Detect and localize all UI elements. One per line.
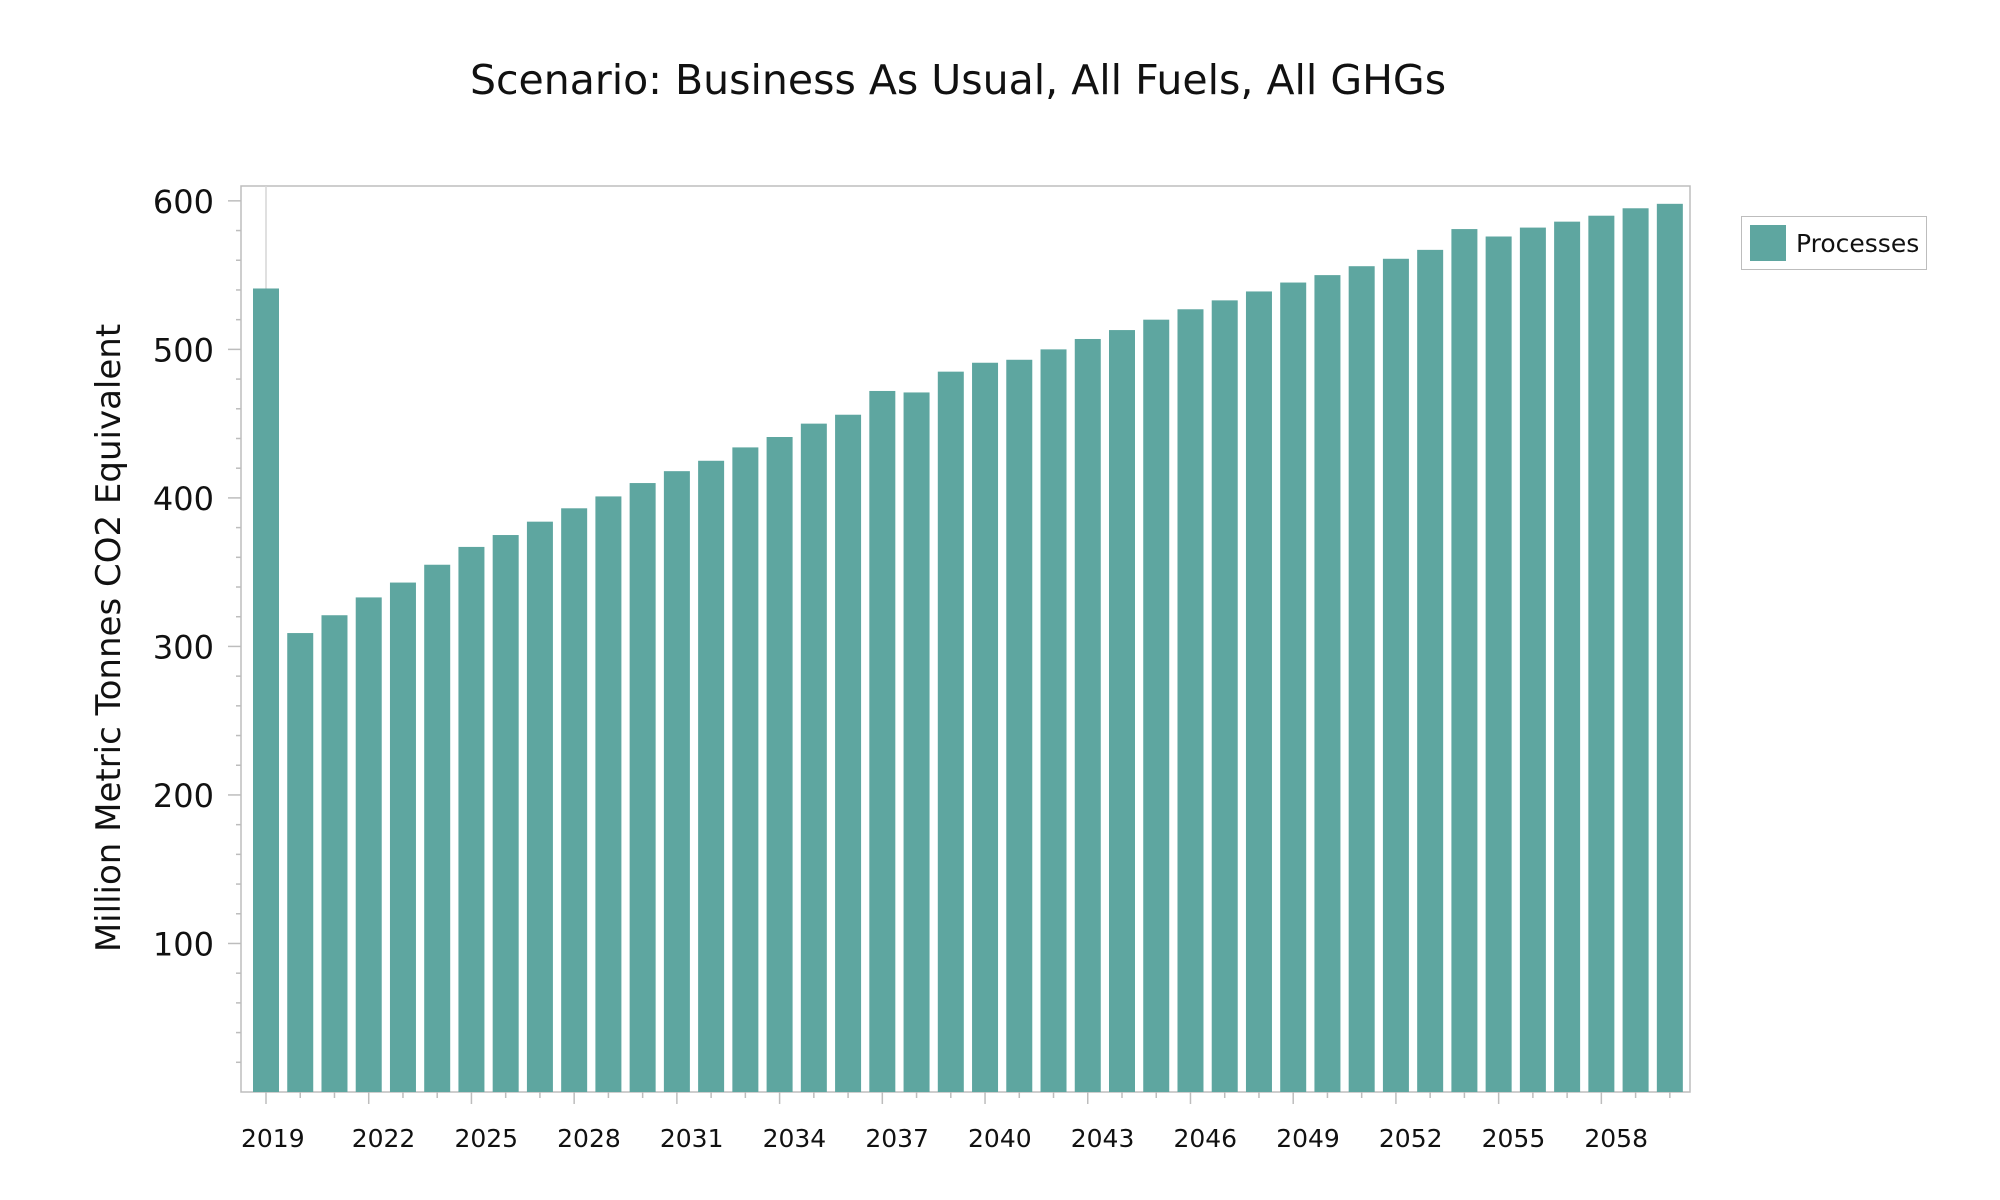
bar-2051 bbox=[1348, 266, 1375, 1093]
bar-2037 bbox=[869, 390, 896, 1092]
x-tick-label: 2037 bbox=[865, 1124, 929, 1153]
y-tick-label: 500 bbox=[153, 331, 214, 369]
x-tick-label: 2049 bbox=[1276, 1124, 1340, 1153]
bar-2038 bbox=[903, 392, 930, 1092]
plot-frame bbox=[240, 185, 1691, 1093]
y-tick-label: 200 bbox=[153, 777, 214, 815]
bar-2020 bbox=[287, 633, 314, 1092]
y-axis: 100 200 300 400 500 600 bbox=[153, 183, 241, 1064]
x-tick-label: 2055 bbox=[1482, 1124, 1546, 1153]
y-tick-label: 100 bbox=[153, 925, 214, 963]
bar-2023 bbox=[389, 582, 416, 1092]
bar-2036 bbox=[835, 414, 862, 1092]
bar-2026 bbox=[492, 535, 519, 1092]
legend-swatch bbox=[1750, 225, 1786, 261]
bar-2059 bbox=[1622, 208, 1649, 1092]
y-tick-label: 300 bbox=[153, 628, 214, 666]
bar-2019 bbox=[253, 288, 279, 1093]
bar-2054 bbox=[1451, 229, 1478, 1092]
y-axis-label: Million Metric Tonnes CO2 Equivalent bbox=[89, 324, 129, 952]
legend-label: Processes bbox=[1796, 228, 1920, 258]
bar-2055 bbox=[1485, 236, 1512, 1093]
y-tick-label: 400 bbox=[153, 480, 214, 518]
bar-2031 bbox=[663, 471, 690, 1092]
bar-2042 bbox=[1040, 349, 1067, 1092]
bar-2057 bbox=[1554, 221, 1581, 1093]
bar-2060 bbox=[1656, 203, 1683, 1093]
bar-2035 bbox=[800, 423, 827, 1092]
bar-2052 bbox=[1382, 258, 1409, 1092]
x-tick-label: 2034 bbox=[763, 1124, 827, 1153]
x-axis: 2019 2022 2025 2028 2031 2034 2037 2040 2043 2046… bbox=[241, 1092, 1671, 1153]
x-tick-label: 2040 bbox=[968, 1124, 1032, 1153]
bar-2047 bbox=[1211, 300, 1238, 1093]
bar-2027 bbox=[526, 521, 553, 1092]
bar-2049 bbox=[1280, 282, 1307, 1092]
bar-2041 bbox=[1006, 359, 1033, 1092]
bar-2039 bbox=[937, 371, 964, 1092]
bar-2044 bbox=[1109, 330, 1135, 1092]
bar-2022 bbox=[355, 597, 382, 1092]
x-tick-label: 2046 bbox=[1173, 1124, 1237, 1153]
bar-2045 bbox=[1143, 319, 1170, 1092]
x-tick-label: 2028 bbox=[557, 1124, 621, 1153]
bar-2033 bbox=[732, 447, 759, 1092]
x-tick-label: 2025 bbox=[454, 1124, 518, 1153]
bar-2046 bbox=[1177, 309, 1204, 1093]
bar-2024 bbox=[424, 564, 451, 1092]
y-tick-label: 600 bbox=[153, 183, 214, 221]
bar-2030 bbox=[629, 483, 656, 1092]
x-tick-label: 2019 bbox=[241, 1124, 305, 1153]
bar-2043 bbox=[1074, 338, 1101, 1092]
bar-2053 bbox=[1417, 249, 1444, 1092]
bar-2034 bbox=[766, 437, 793, 1092]
x-tick-label: 2022 bbox=[352, 1124, 416, 1153]
x-tick-label: 2031 bbox=[660, 1124, 724, 1153]
bar-2029 bbox=[595, 496, 622, 1092]
bar-2050 bbox=[1314, 275, 1341, 1092]
bar-2056 bbox=[1519, 227, 1546, 1092]
x-tick-label: 2058 bbox=[1584, 1124, 1648, 1153]
bar-2028 bbox=[561, 508, 588, 1093]
x-tick-label: 2052 bbox=[1379, 1124, 1443, 1153]
chart-title: Scenario: Business As Usual, All Fuels, … bbox=[470, 56, 1446, 104]
legend: Processes bbox=[1741, 216, 1927, 270]
bar-2048 bbox=[1245, 291, 1272, 1092]
bar-2025 bbox=[458, 546, 485, 1092]
x-tick-label: 2043 bbox=[1071, 1124, 1135, 1153]
bar-2040 bbox=[972, 362, 999, 1092]
bars bbox=[253, 186, 1683, 1093]
bar-2032 bbox=[698, 460, 725, 1092]
bar-2021 bbox=[321, 615, 348, 1092]
bar-2058 bbox=[1588, 215, 1615, 1092]
